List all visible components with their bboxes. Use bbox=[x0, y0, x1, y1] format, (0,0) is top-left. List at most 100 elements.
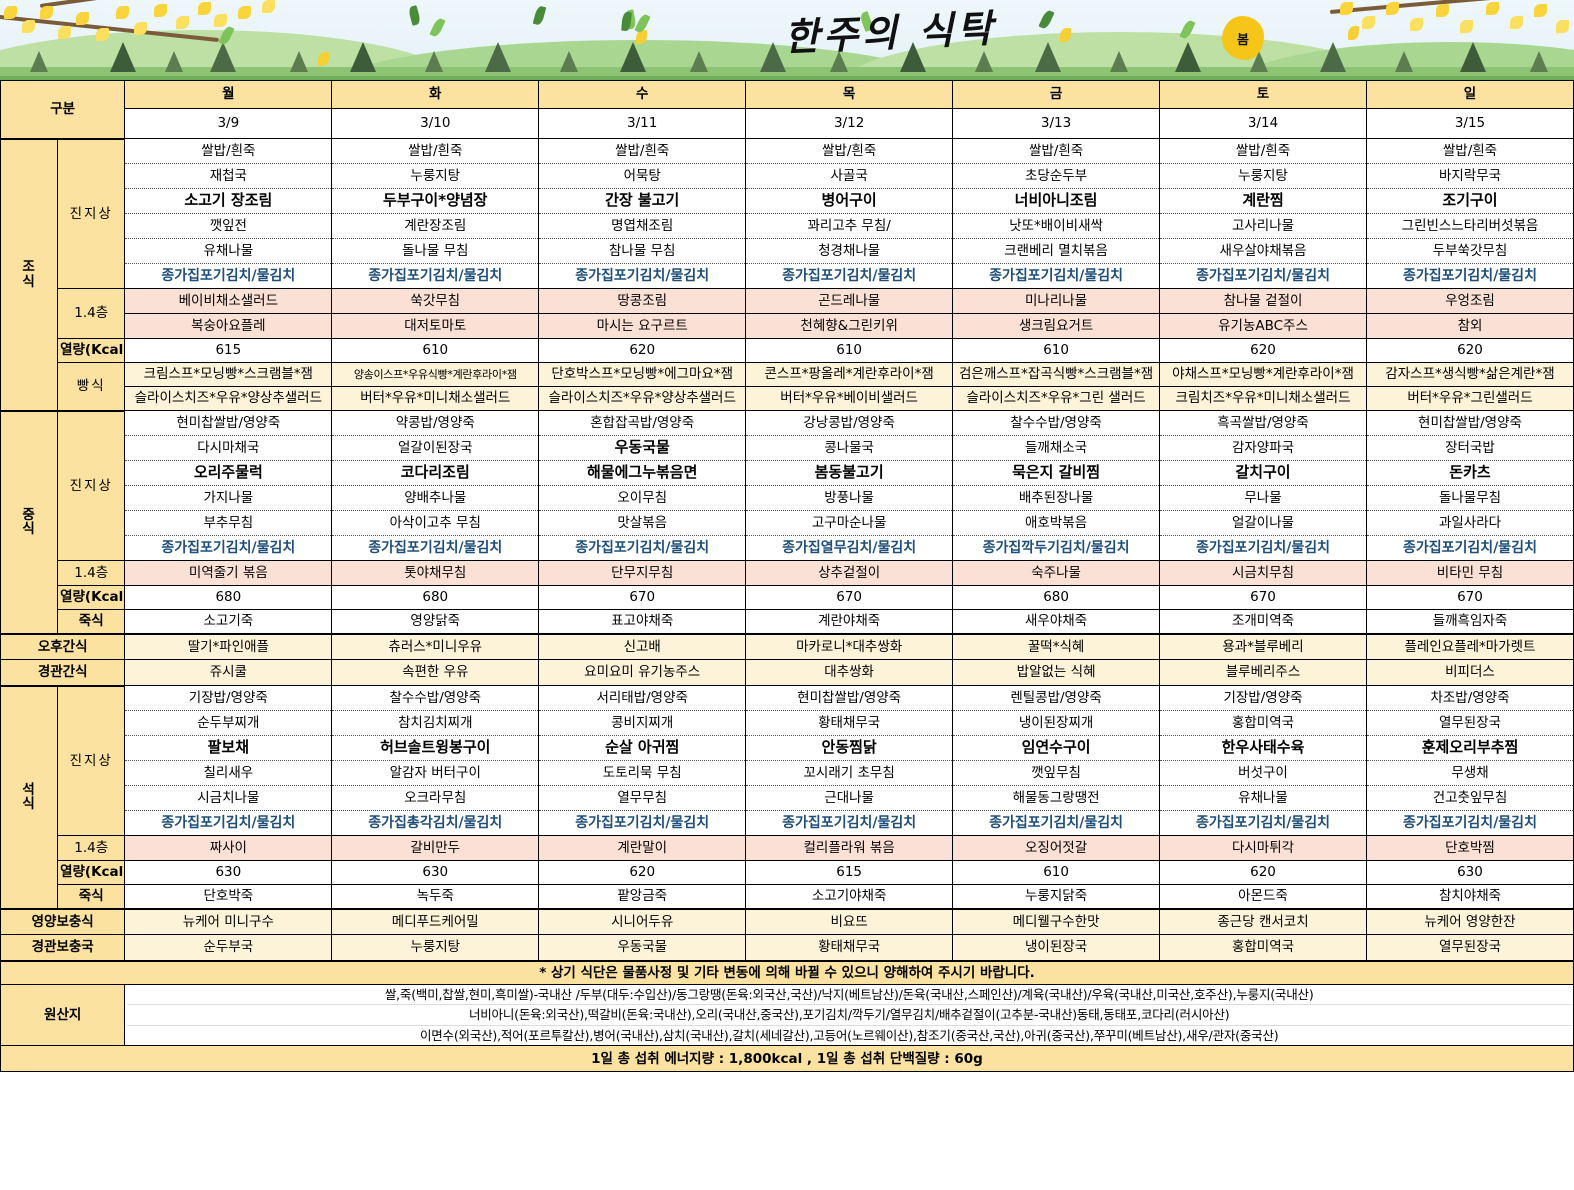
forsythia-blossom-icon bbox=[96, 28, 109, 41]
porridge-dish-cell: 참치야채죽 bbox=[1365, 884, 1574, 909]
porridge-dish-cell: 소고기야채죽 bbox=[745, 884, 954, 909]
header-day-3: 목 bbox=[745, 80, 954, 109]
floor-dish-cell: 참외 bbox=[1365, 313, 1574, 339]
dish-cell: 약콩밥/영양죽 bbox=[331, 410, 540, 436]
dish-cell: 강낭콩밥/영양죽 bbox=[745, 410, 954, 436]
forsythia-blossom-icon bbox=[134, 22, 147, 35]
dish-cell: 종가집포기김치/물김치 bbox=[538, 535, 747, 561]
kcal-value: 610 bbox=[952, 338, 1161, 363]
tree-icon bbox=[350, 42, 376, 72]
header-day-2: 수 bbox=[538, 80, 747, 109]
header-date-3: 3/12 bbox=[745, 108, 954, 139]
floor-dish-cell: 참나물 겉절이 bbox=[1159, 288, 1367, 314]
floor-dish-cell: 컬리플라워 볶음 bbox=[745, 835, 954, 861]
meal-row-dinner-4: 시금치나물 오크라무침 열무무침 근대나물 해물동그랑땡전 유채나물 건고춧잎무침 bbox=[1, 785, 1574, 811]
floor-row-dinner-0: 1.4층 짜사이 갈비만두 계란말이 컬리플라워 볶음 오징어젓갈 다시마튀각 단호박찜 bbox=[1, 835, 1574, 861]
dish-cell: 얼갈이된장국 bbox=[331, 435, 540, 461]
tube-snack-cell: 쥬시쿨 bbox=[124, 659, 333, 686]
dish-cell: 종가집포기김치/물김치 bbox=[745, 263, 954, 289]
floor-row-lunch-0: 1.4층 미역줄기 볶음 톳야채무침 단무지무침 상추겉절이 숙주나물 시금치무침 비타민 무… bbox=[1, 560, 1574, 586]
petal-icon bbox=[318, 52, 329, 66]
dish-cell: 과일사라다 bbox=[1365, 510, 1574, 536]
forsythia-blossom-icon bbox=[1362, 16, 1375, 29]
tube-snack-cell: 속편한 우유 bbox=[331, 659, 540, 686]
dish-cell: 갈치구이 bbox=[1159, 460, 1367, 486]
nutrition-supplement-cell: 메디웰구수한맛 bbox=[952, 907, 1161, 935]
dish-cell: 콩나물국 bbox=[745, 435, 954, 461]
dish-cell: 순살 아귀찜 bbox=[538, 735, 747, 761]
dish-cell: 건고춧잎무침 bbox=[1365, 785, 1574, 811]
dish-cell: 종가집포기김치/물김치 bbox=[1365, 810, 1574, 836]
porridge-dish-cell: 새우야채죽 bbox=[952, 609, 1161, 634]
dish-cell: 혼합잡곡밥/영양죽 bbox=[538, 410, 747, 436]
tree-icon bbox=[690, 51, 708, 72]
dish-cell: 종가집포기김치/물김치 bbox=[952, 810, 1161, 836]
kcal-value: 680 bbox=[952, 585, 1161, 610]
porridge-dish-cell: 아몬드죽 bbox=[1159, 884, 1367, 909]
tree-icon bbox=[620, 42, 646, 72]
dish-cell: 쌀밥/흰죽 bbox=[952, 138, 1161, 164]
kcal-value: 610 bbox=[745, 338, 954, 363]
weekly-menu-table: 구분 월 화 수 목 금 토 일 3/9 3/10 3/11 3/12 3/13 3/14 3/15 조 식 진지… bbox=[0, 80, 1574, 1073]
kcal-value: 630 bbox=[1365, 860, 1574, 885]
tube-supplement-cell: 냉이된장국 bbox=[952, 934, 1161, 961]
leaf-icon bbox=[532, 5, 547, 26]
header-date-1: 3/10 bbox=[331, 108, 540, 139]
dish-cell: 종가집포기김치/물김치 bbox=[331, 263, 540, 289]
nutrition-supplement-cell: 뉴케어 미니구수 bbox=[124, 907, 333, 935]
leaf-icon bbox=[634, 12, 651, 35]
dish-cell: 기장밥/영양죽 bbox=[1159, 685, 1367, 711]
header-date-4: 3/13 bbox=[952, 108, 1161, 139]
floor-dish-cell: 상추겉절이 bbox=[745, 560, 954, 586]
meal-row-lunch-2: 오리주물럭 코다리조림 해물에그누볶음면 봄동불고기 묵은지 갈비찜 갈치구이 돈카츠 bbox=[1, 460, 1574, 486]
tube-snack-row: 경관간식 쥬시쿨 속편한 우유 요미요미 유기농주스 대추쌍화 밥알없는 식혜 블루베리주스… bbox=[0, 659, 1574, 686]
season-badge: 봄 bbox=[1222, 16, 1264, 60]
tube-snack-cell: 요미요미 유기농주스 bbox=[538, 659, 747, 686]
bread-dish-cell: 검은깨스프*잡곡식빵*스크램블*잼 bbox=[952, 362, 1161, 387]
subgroup-label-floor: 1.4층 bbox=[57, 560, 126, 586]
forsythia-blossom-icon bbox=[176, 16, 189, 29]
porridge-row-dinner: 죽식 단호박죽 녹두죽 팥앙금죽 소고기야채죽 누룽지닭죽 아몬드죽 참치야채죽 bbox=[1, 884, 1574, 909]
dish-cell: 얼갈이나물 bbox=[1159, 510, 1367, 536]
tube-snack-cell: 블루베리주스 bbox=[1159, 659, 1367, 686]
subgroup-label-porridge: 죽식 bbox=[57, 884, 126, 909]
dish-cell: 종가집포기김치/물김치 bbox=[538, 810, 747, 836]
dish-cell: 시금치나물 bbox=[124, 785, 333, 811]
tree-icon bbox=[290, 51, 308, 72]
forsythia-blossom-icon bbox=[1510, 16, 1523, 29]
origin-line: 쌀,죽(백미,찹쌀,현미,흑미쌀)-국내산 /두부(대두:수입산)/동그랑땡(돈… bbox=[127, 986, 1571, 1006]
floor-dish-cell: 땅콩조림 bbox=[538, 288, 747, 314]
dish-cell: 다시마채국 bbox=[124, 435, 333, 461]
meal-row-dinner-2: 팔보채 허브솔트윙봉구이 순살 아귀찜 안동찜닭 임연수구이 한우사태수육 훈제오리부추찜 bbox=[1, 735, 1574, 761]
dish-cell: 황태채무국 bbox=[745, 710, 954, 736]
dish-cell: 알감자 버터구이 bbox=[331, 760, 540, 786]
tree-icon bbox=[210, 42, 236, 72]
dish-cell: 찰수수밥/영양죽 bbox=[952, 410, 1161, 436]
dish-cell: 종가집포기김치/물김치 bbox=[124, 535, 333, 561]
leaf-icon bbox=[407, 5, 422, 26]
bread-dish-cell: 야채스프*모닝빵*계란후라이*잼 bbox=[1159, 362, 1367, 387]
header-gubun: 구분 bbox=[0, 80, 126, 139]
footer-row: 1일 총 섭취 에너지량 : 1,800kcal , 1일 총 섭취 단백질량 … bbox=[0, 1045, 1574, 1073]
meal-row-breakfast-5: 종가집포기김치/물김치 종가집포기김치/물김치 종가집포기김치/물김치 종가집포기김치… bbox=[1, 263, 1574, 289]
dish-cell: 훈제오리부추찜 bbox=[1365, 735, 1574, 761]
floor-dish-cell: 유기농ABC주스 bbox=[1159, 313, 1367, 339]
origin-label: 원산지 bbox=[0, 983, 126, 1047]
floor-dish-cell: 시금치무침 bbox=[1159, 560, 1367, 586]
meal-row-lunch-1: 다시마채국 얼갈이된장국 우동국물 콩나물국 들깨채소국 감자양파국 장터국밥 bbox=[1, 435, 1574, 461]
forsythia-blossom-icon bbox=[1556, 20, 1569, 33]
kcal-value: 630 bbox=[331, 860, 540, 885]
porridge-dish-cell: 팥앙금죽 bbox=[538, 884, 747, 909]
dish-cell: 감자양파국 bbox=[1159, 435, 1367, 461]
dish-cell: 해물에그누볶음면 bbox=[538, 460, 747, 486]
tube-supplement-cell: 순두부국 bbox=[124, 934, 333, 961]
forsythia-blossom-icon bbox=[214, 14, 227, 27]
dish-cell: 너비아니조림 bbox=[952, 188, 1161, 214]
tree-icon bbox=[110, 42, 136, 72]
notice-text: * 상기 식단은 물품사정 및 기타 변동에 의해 바뀔 수 있으니 양해하여 … bbox=[0, 959, 1574, 985]
porridge-dish-cell: 단호박죽 bbox=[124, 884, 333, 909]
forsythia-blossom-icon bbox=[40, 6, 53, 19]
